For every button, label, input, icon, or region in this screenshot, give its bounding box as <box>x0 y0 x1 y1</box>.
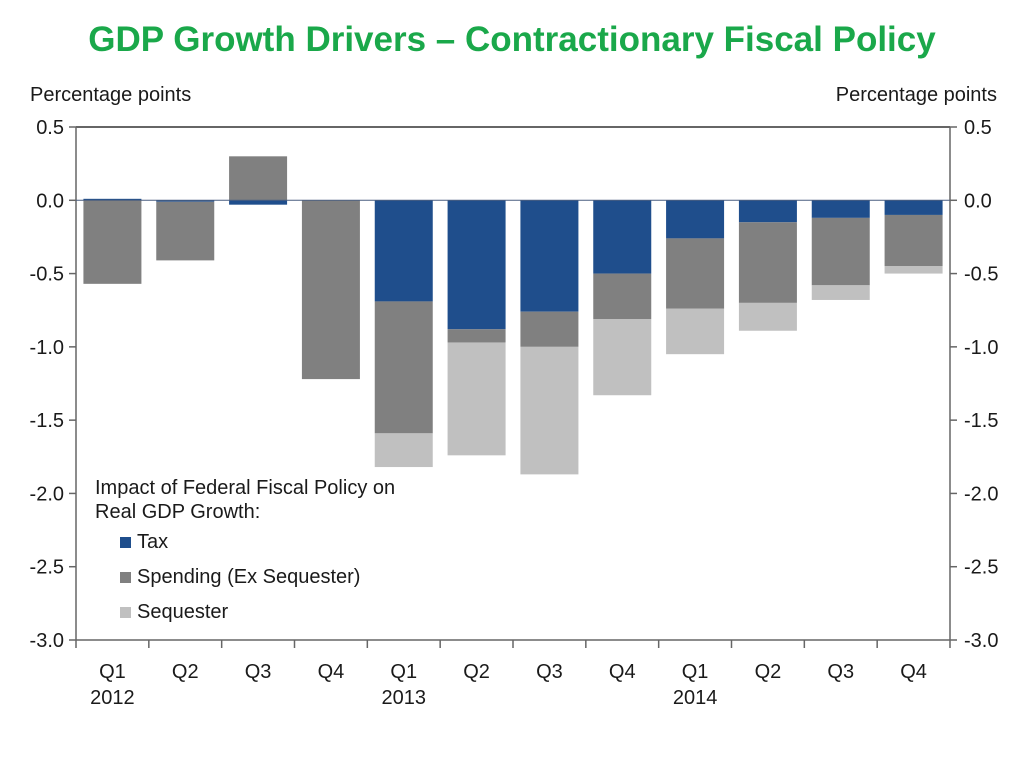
bar-spending-7 <box>520 311 579 347</box>
bar-spending-2 <box>156 201 215 261</box>
x-tick-label: Q2 <box>463 661 490 683</box>
y-tick-label-right: 0.0 <box>964 190 992 212</box>
legend-item-sequester: Sequester <box>120 600 395 624</box>
bar-tax-1 <box>83 198 142 201</box>
bar-tax-12 <box>884 200 943 215</box>
bar-sequester-6 <box>447 342 506 456</box>
bar-sequester-7 <box>520 346 579 475</box>
bar-sequester-5 <box>374 433 433 468</box>
bar-tax-2 <box>156 200 215 202</box>
bar-spending-1 <box>83 200 142 284</box>
x-tick-label: Q1 <box>390 661 417 683</box>
x-tick-label: Q2 <box>172 661 199 683</box>
bar-spending-4 <box>301 200 360 380</box>
bar-spending-10 <box>738 222 797 303</box>
bar-spending-8 <box>593 273 652 320</box>
x-tick-label: Q1 <box>99 661 126 683</box>
right-axis-unit-label: Percentage points <box>835 84 997 106</box>
legend-label-sequester: Sequester <box>137 601 229 623</box>
bar-spending-5 <box>374 301 433 434</box>
legend-title-line: Real GDP Growth: <box>95 501 261 523</box>
y-tick-label-right: -2.0 <box>964 483 998 505</box>
bar-tax-6 <box>447 200 506 330</box>
y-tick-label-left: -1.5 <box>30 410 64 432</box>
y-tick-label-right: -1.0 <box>964 337 998 359</box>
x-tick-label: Q3 <box>245 661 272 683</box>
slide-title: GDP Growth Drivers – Contractionary Fisc… <box>88 20 936 59</box>
bar-sequester-9 <box>666 308 725 355</box>
y-tick-label-left: -2.5 <box>30 557 64 579</box>
x-tick-label: Q4 <box>609 661 636 683</box>
y-tick-label-left: -0.5 <box>30 264 64 286</box>
bar-tax-3 <box>229 200 288 205</box>
x-year-label: 2012 <box>90 687 135 709</box>
bar-tax-8 <box>593 200 652 274</box>
left-axis-unit-label: Percentage points <box>30 84 192 106</box>
chart-legend: Impact of Federal Fiscal Policy on Real … <box>95 476 395 635</box>
legend-label-spending: Spending (Ex Sequester) <box>137 566 361 588</box>
bar-spending-9 <box>666 238 725 309</box>
bar-spending-6 <box>447 329 506 343</box>
legend-swatch-spending <box>120 571 131 583</box>
x-year-label: 2013 <box>382 687 427 709</box>
legend-title-line: Impact of Federal Fiscal Policy on <box>95 477 396 499</box>
bar-sequester-12 <box>884 266 943 274</box>
y-tick-label-left: 0.5 <box>36 117 64 139</box>
x-tick-label: Q2 <box>755 661 782 683</box>
legend-item-spending: Spending (Ex Sequester) <box>120 565 395 589</box>
x-tick-label: Q4 <box>900 661 927 683</box>
y-tick-label-left: -3.0 <box>30 630 64 652</box>
bar-spending-3 <box>229 156 288 201</box>
y-tick-label-left: 0.0 <box>36 190 64 212</box>
x-tick-label: Q1 <box>682 661 709 683</box>
legend-label-tax: Tax <box>137 531 169 553</box>
bar-sequester-8 <box>593 319 652 396</box>
y-tick-label-right: -2.5 <box>964 557 998 579</box>
bar-spending-12 <box>884 214 943 267</box>
bar-tax-11 <box>811 200 870 218</box>
y-tick-label-right: 0.5 <box>964 117 992 139</box>
bar-sequester-11 <box>811 285 870 300</box>
x-tick-label: Q3 <box>536 661 563 683</box>
y-tick-label-left: -2.0 <box>30 483 64 505</box>
bar-sequester-10 <box>738 302 797 331</box>
legend-swatch-sequester <box>120 606 131 618</box>
x-year-label: 2014 <box>673 687 718 709</box>
bar-spending-11 <box>811 217 870 286</box>
y-tick-label-right: -3.0 <box>964 630 998 652</box>
legend-item-tax: Tax <box>120 530 395 554</box>
legend-title: Impact of Federal Fiscal Policy on Real … <box>95 476 395 524</box>
bar-tax-5 <box>374 200 433 302</box>
bar-tax-7 <box>520 200 579 312</box>
y-tick-label-right: -1.5 <box>964 410 998 432</box>
bar-tax-10 <box>738 200 797 223</box>
x-tick-label: Q4 <box>318 661 345 683</box>
y-tick-label-left: -1.0 <box>30 337 64 359</box>
y-tick-label-right: -0.5 <box>964 264 998 286</box>
legend-swatch-tax <box>120 536 131 548</box>
bar-tax-9 <box>666 200 725 239</box>
x-tick-label: Q3 <box>827 661 854 683</box>
